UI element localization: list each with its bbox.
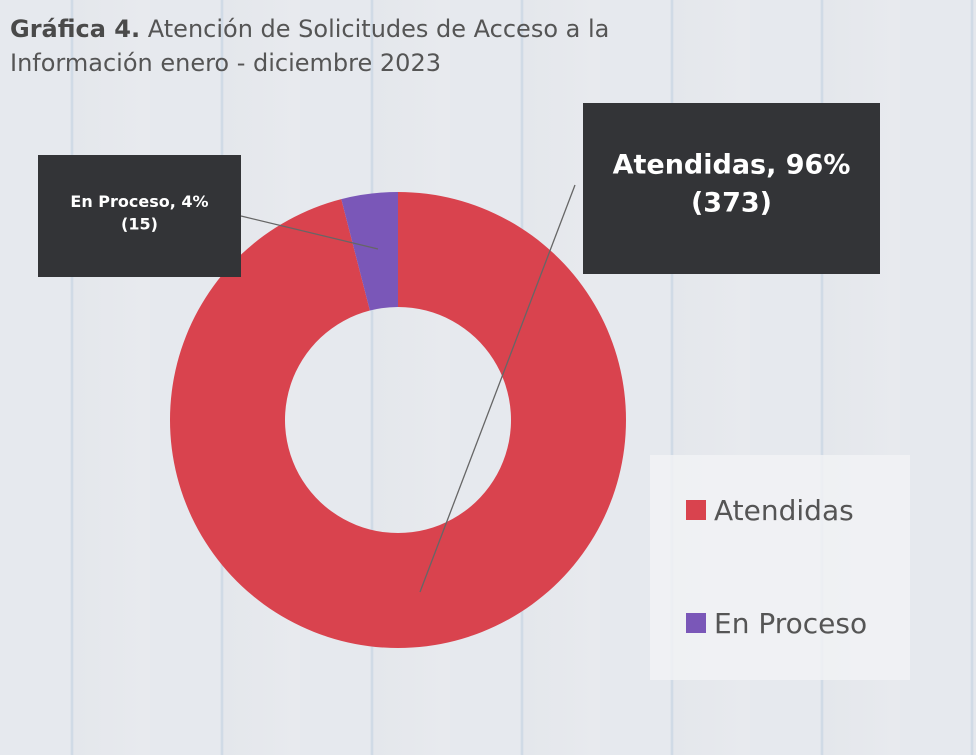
legend-box [650,455,910,680]
donut-segment [341,192,398,311]
legend-label: Atendidas [714,494,854,527]
leader-line [419,184,576,593]
data-label: Atendidas, 96% (373) [583,103,880,274]
data-label-box [583,103,880,274]
data-label-count: (373) [691,187,772,218]
donut-segment [169,192,626,648]
title-label: Gráfica 4. [10,15,141,43]
legend-swatch [686,613,706,633]
data-label-box [38,155,241,277]
data-label: En Proceso, 4% (15) [38,155,241,277]
legend-label: En Proceso [714,607,867,640]
chart-title: Gráfica 4. Atención de Solicitudes de Ac… [10,12,660,80]
leader-line [240,215,379,250]
legend-swatch [686,500,706,520]
data-label-text: En Proceso, 4% [70,192,208,211]
title-text: Atención de Solicitudes de Acceso a la I… [10,15,610,77]
data-label-text: Atendidas, 96% [613,150,851,181]
data-label-count: (15) [121,215,158,234]
